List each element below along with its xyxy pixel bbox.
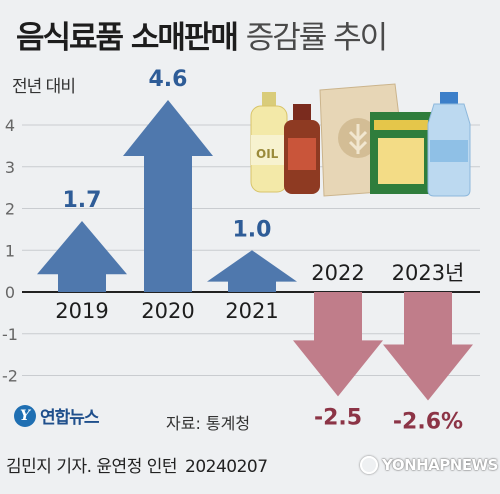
x-tick-label: 2023년 [392, 261, 465, 285]
credit-names: 김민지 기자. 윤연정 인턴 [6, 457, 178, 477]
y-tick-label: 1 [5, 241, 15, 260]
oil-bottle-label [251, 135, 287, 165]
title-sub: 증감률 추이 [245, 20, 388, 56]
data-label: 1.7 [63, 188, 102, 213]
x-tick-label: 2020 [141, 299, 194, 323]
pasta-window [378, 138, 424, 184]
water-bottle-cap [440, 92, 458, 104]
pasta-box-stripe [374, 120, 428, 130]
bar-arrow [207, 250, 297, 292]
bar-arrow [383, 292, 473, 401]
data-label: -2.5 [314, 405, 362, 430]
y-axis-label: 전년 대비 [12, 77, 76, 97]
tick-layer: 4 3 2 1 0 -1 -2 [2, 116, 18, 386]
title-main: 음식료품 소매판매 [16, 20, 239, 56]
yonhap-logo: Y 연합뉴스 [14, 403, 100, 428]
watermark-text: YONHAPNEWS [382, 456, 498, 474]
grocery-products-illustration: OIL [250, 83, 471, 197]
bar-arrow [37, 221, 127, 292]
data-label: -2.6% [393, 410, 463, 435]
y-tick-label: -1 [2, 325, 18, 344]
watermark-icon [360, 456, 378, 474]
oil-bottle-cap [262, 92, 276, 106]
bar-arrow [123, 99, 213, 292]
bar-layer: 1.7 2019 4.6 2020 1.0 2021 -2.5 2022 -2.6% 2023년 [37, 67, 473, 435]
chart-title: 음식료품 소매판매 증감률 추이 [16, 12, 388, 57]
y-tick-label: 4 [5, 116, 15, 135]
bar-arrow [293, 292, 383, 397]
x-tick-label: 2022 [311, 261, 364, 285]
wheat-icon [348, 124, 368, 154]
x-tick-label: 2021 [225, 299, 278, 323]
x-tick-label: 2019 [55, 299, 108, 323]
source-note: 자료: 통계청 [166, 414, 251, 433]
yonhap-logo-icon: Y [14, 404, 36, 427]
y-tick-label: 3 [5, 158, 15, 177]
credit-line: 김민지 기자. 윤연정 인턴 20240207 [6, 452, 268, 477]
credit-date: 20240207 [185, 457, 268, 477]
y-tick-label: 2 [5, 200, 15, 219]
oil-label-glyph: OIL [256, 147, 279, 161]
y-tick-label: 0 [5, 283, 15, 302]
y-tick-label: -2 [2, 367, 18, 386]
watermark: YONHAPNEWS [360, 456, 498, 474]
logo-text: 연합뉴스 [40, 408, 100, 428]
data-label: 4.6 [149, 67, 188, 92]
sauce-bottle-cap [293, 104, 311, 120]
data-label: 1.0 [233, 217, 272, 242]
water-bottle-label [430, 140, 468, 162]
sauce-bottle-label [288, 138, 316, 170]
